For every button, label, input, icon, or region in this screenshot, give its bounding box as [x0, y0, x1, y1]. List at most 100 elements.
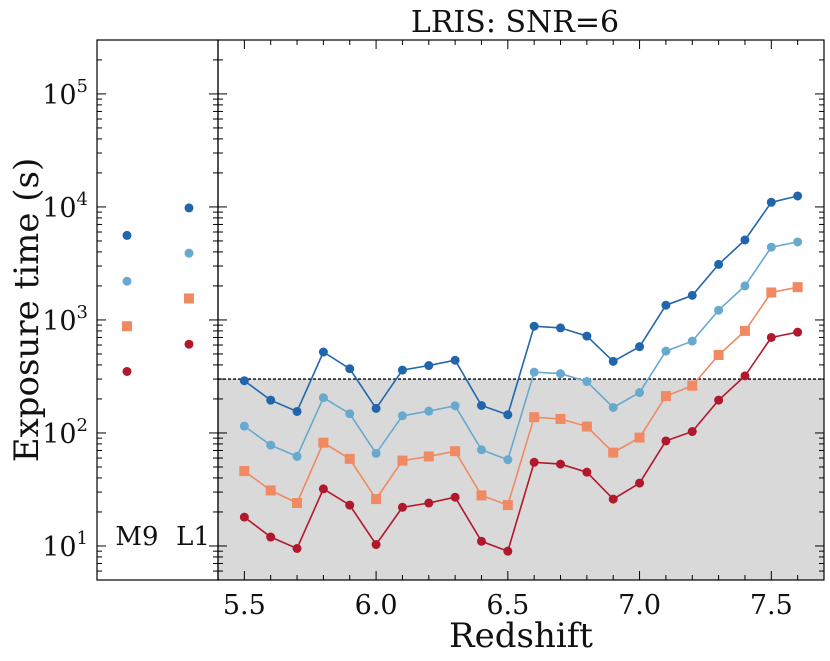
series-4-point [476, 536, 486, 546]
series-1-point [371, 403, 381, 413]
series-layer [239, 191, 803, 556]
x-tick-label: 5.5 [223, 590, 266, 621]
series-4-point [687, 427, 697, 437]
series-2-point [397, 411, 407, 421]
series-2-point [266, 440, 276, 450]
series-2-point [292, 451, 302, 461]
series-1-point [766, 197, 776, 207]
series-line-2 [243, 241, 798, 461]
series-1-point [345, 364, 355, 374]
below-threshold-region [218, 379, 824, 580]
series-2-point [450, 401, 460, 411]
y-tick-label: 103 [42, 302, 88, 337]
side-point-l1 [184, 293, 194, 304]
series-1-point [740, 235, 750, 245]
series-2-point [687, 336, 697, 346]
series-2-point [714, 305, 724, 315]
series-line-1 [243, 195, 798, 416]
series-1-point [687, 290, 697, 300]
series-3-point [739, 325, 750, 336]
series-2-point [345, 409, 355, 419]
series-3-point [660, 391, 671, 402]
series-line-3 [243, 286, 798, 507]
series-4-point [661, 436, 671, 446]
side-point-m9 [122, 230, 132, 240]
series-3-point [581, 421, 592, 432]
series-3-point [423, 451, 434, 462]
series-1-point [424, 361, 434, 371]
y-axis-title: Exposure time (s) [7, 158, 47, 462]
series-1-point [503, 410, 513, 420]
series-1-point [556, 323, 566, 333]
plot-background [218, 378, 824, 580]
series-4-point [714, 395, 724, 405]
series-2-point [239, 421, 249, 431]
series-2-point [608, 403, 618, 413]
y-tick-label: 101 [42, 528, 88, 563]
series-1-point [661, 300, 671, 310]
series-4-point [450, 492, 460, 502]
series-1-point [714, 259, 724, 269]
series-2-point [556, 369, 566, 379]
series-2-point [661, 346, 671, 356]
series-4-point [608, 494, 618, 504]
series-3-point [713, 349, 724, 360]
series-1-point [266, 395, 276, 405]
chart-title: LRIS: SNR=6 [411, 5, 619, 40]
series-line-4 [243, 331, 798, 553]
series-3-point [555, 413, 566, 424]
series-1-point [397, 365, 407, 375]
series-1-point [476, 400, 486, 410]
side-panel-frame [96, 39, 219, 581]
series-3-point [608, 447, 619, 458]
series-2-point [318, 393, 328, 403]
x-tick-label: 6.5 [486, 590, 529, 621]
series-1-point [239, 376, 249, 386]
series-1-point [450, 355, 460, 365]
x-axis-title: Redshift [449, 616, 593, 656]
series-3-point [318, 437, 329, 448]
side-point-l1 [184, 203, 194, 213]
series-2-point [503, 455, 513, 465]
series-3-point [265, 485, 276, 496]
series-4-point [582, 467, 592, 477]
side-point-l1 [184, 248, 194, 258]
side-point-m9 [122, 366, 132, 376]
series-4-point [503, 546, 513, 556]
series-4-point [266, 532, 276, 542]
series-4-point [635, 478, 645, 488]
series-3-point [344, 453, 355, 464]
series-4-point [397, 502, 407, 512]
side-point-m9 [122, 321, 132, 332]
series-4-point [371, 540, 381, 550]
series-1-point [635, 342, 645, 352]
side-point-l1 [184, 339, 194, 349]
series-4-point [556, 459, 566, 469]
main-plot-frame [217, 39, 825, 581]
x-tick-label: 7.5 [750, 590, 793, 621]
series-1-point [529, 321, 539, 331]
series-3-point [766, 287, 777, 298]
series-2-point [635, 388, 645, 398]
side-panel: M9 L1 [115, 203, 210, 552]
series-4-point [424, 498, 434, 508]
series-3-point [529, 412, 540, 423]
x-tick-label: 6.0 [355, 590, 398, 621]
series-3-point [476, 490, 487, 501]
series-3-point [687, 380, 698, 391]
series-2-point [740, 281, 750, 291]
axes: 101 102 103 104 105 5.5 6.0 6.5 7.0 7.5 [42, 39, 825, 621]
series-1-point [582, 331, 592, 341]
series-1-point [793, 191, 803, 201]
y-tick-label: 102 [42, 415, 88, 450]
series-3-point [371, 494, 382, 505]
series-4-point [529, 457, 539, 467]
y-tick-label: 104 [42, 189, 88, 224]
series-2-point [424, 406, 434, 416]
series-3-point [239, 466, 250, 477]
series-3-point [397, 455, 408, 466]
side-label-m9: M9 [115, 522, 158, 552]
series-4-point [292, 543, 302, 553]
series-2-point [582, 377, 592, 387]
